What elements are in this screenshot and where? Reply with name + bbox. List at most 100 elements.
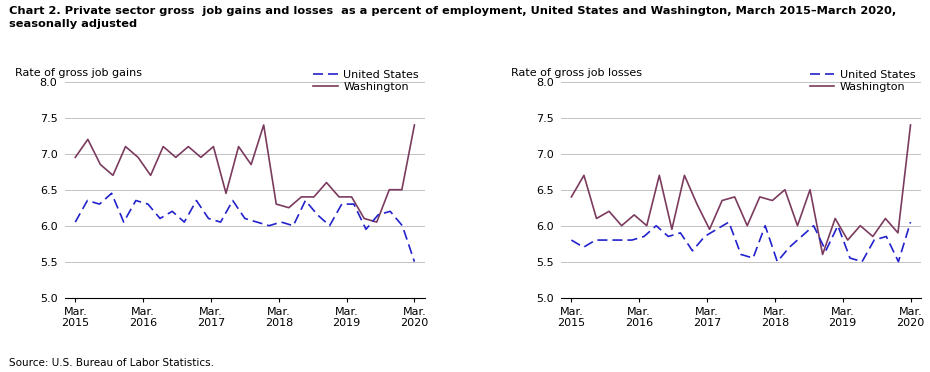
United States (373, 213, 384, 217)
Washington (880, 216, 891, 221)
United States (893, 259, 904, 264)
Washington (779, 187, 790, 192)
United States (275, 220, 286, 224)
Washington (346, 195, 357, 199)
Washington (170, 155, 181, 160)
United States (239, 216, 250, 221)
United States (142, 202, 153, 206)
Washington (578, 173, 590, 177)
United States (106, 191, 117, 196)
Washington (220, 191, 232, 196)
Line: United States: United States (571, 222, 910, 262)
Text: Rate of gross job losses: Rate of gross job losses (511, 68, 642, 77)
Washington (868, 234, 879, 239)
Washington (893, 231, 904, 235)
Washington (157, 144, 168, 149)
Washington (259, 123, 270, 127)
United States (154, 216, 166, 221)
Washington (679, 173, 690, 177)
United States (724, 220, 735, 224)
United States (299, 198, 311, 203)
United States (748, 256, 759, 260)
Washington (654, 173, 665, 177)
United States (70, 220, 81, 224)
United States (179, 220, 190, 224)
Washington (754, 195, 765, 199)
Washington (95, 162, 106, 167)
Washington (704, 227, 715, 231)
United States (639, 234, 650, 239)
Washington (641, 224, 652, 228)
Washington (246, 162, 257, 167)
Washington (792, 224, 804, 228)
United States (736, 252, 747, 257)
Washington (321, 180, 332, 185)
Washington (271, 202, 282, 206)
Washington (691, 202, 702, 206)
Washington (817, 252, 829, 257)
United States (94, 202, 105, 206)
United States (905, 220, 916, 224)
Washington (384, 187, 395, 192)
Washington (296, 195, 307, 199)
Washington (82, 137, 93, 142)
Washington (233, 144, 245, 149)
United States (675, 231, 686, 235)
Washington (396, 187, 407, 192)
United States (565, 238, 577, 242)
United States (869, 238, 880, 242)
Text: Chart 2. Private sector gross  job gains and losses  as a percent of employment,: Chart 2. Private sector gross job gains … (9, 6, 897, 29)
Washington (182, 144, 193, 149)
Washington (766, 198, 777, 203)
United States (82, 198, 93, 203)
Washington (120, 144, 131, 149)
United States (627, 238, 638, 242)
United States (312, 213, 323, 217)
Line: Washington: Washington (75, 125, 415, 222)
Washington (830, 216, 841, 221)
Washington (132, 155, 143, 160)
Text: Source: U.S. Bureau of Labor Statistics.: Source: U.S. Bureau of Labor Statistics. (9, 358, 214, 368)
Washington (334, 195, 345, 199)
Washington (591, 216, 602, 221)
Washington (371, 220, 382, 224)
Washington (843, 238, 854, 242)
United States (784, 245, 795, 250)
United States (130, 198, 141, 203)
United States (287, 224, 299, 228)
United States (590, 238, 601, 242)
United States (663, 234, 674, 239)
United States (263, 224, 274, 228)
Washington (565, 195, 577, 199)
Washington (208, 144, 219, 149)
Washington (804, 187, 816, 192)
United States (191, 198, 202, 203)
United States (602, 238, 613, 242)
Washington (616, 224, 627, 228)
Washington (70, 155, 81, 160)
United States (711, 227, 723, 231)
Washington (284, 205, 295, 210)
Washington (855, 224, 866, 228)
United States (227, 198, 238, 203)
Washington (107, 173, 118, 177)
United States (203, 216, 214, 221)
Washington (666, 227, 677, 231)
United States (820, 248, 831, 253)
Washington (604, 209, 615, 214)
Washington (629, 213, 640, 217)
United States (385, 209, 396, 214)
Legend: United States, Washington: United States, Washington (313, 70, 419, 92)
United States (796, 234, 807, 239)
Washington (729, 195, 740, 199)
United States (409, 259, 420, 264)
Washington (716, 198, 727, 203)
United States (844, 256, 856, 260)
United States (324, 224, 335, 228)
United States (772, 259, 783, 264)
Washington (145, 173, 156, 177)
United States (215, 220, 226, 224)
United States (699, 234, 711, 239)
Washington (195, 155, 206, 160)
Line: United States: United States (75, 193, 415, 262)
